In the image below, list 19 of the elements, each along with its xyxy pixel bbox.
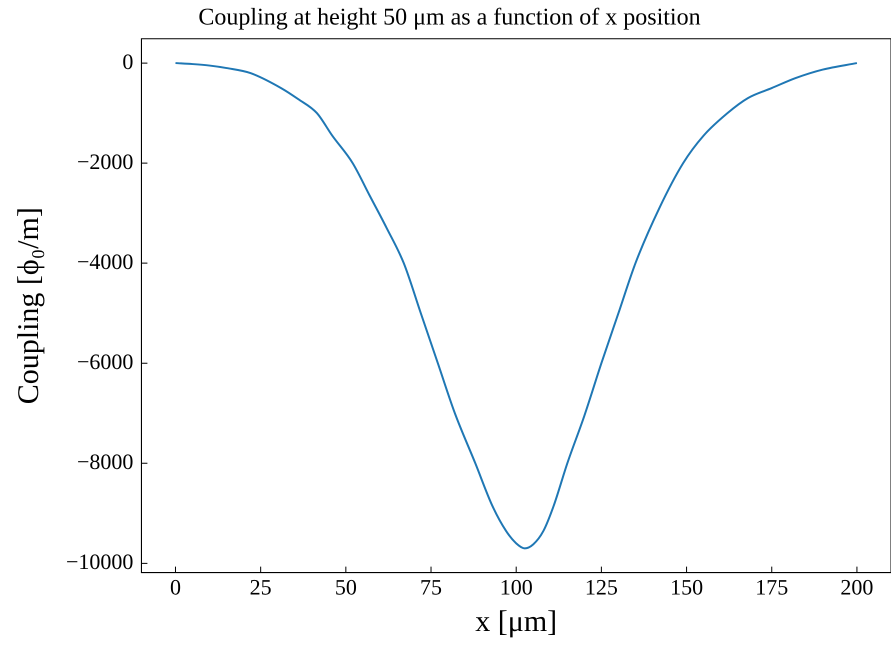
x-tick-label: 100: [500, 574, 533, 600]
x-tick-label: 50: [334, 574, 357, 600]
x-tick-label: 25: [250, 574, 272, 600]
x-tick-label: 200: [840, 574, 874, 600]
x-tick-label: 125: [584, 574, 618, 600]
x-axis-title: x [μm]: [475, 604, 558, 638]
y-tick-label: −2000: [76, 148, 134, 174]
y-tick-label: −4000: [76, 248, 134, 274]
x-tick-label: 75: [420, 574, 442, 600]
chart-title: Coupling at height 50 μm as a function of x position: [198, 4, 701, 31]
x-tick-label: 0: [170, 574, 181, 600]
y-tick-label: −10000: [66, 549, 134, 574]
x-tick-label: 150: [670, 574, 704, 600]
y-tick-label: −8000: [76, 449, 134, 474]
x-tick-label: 175: [755, 574, 788, 600]
y-tick-label: 0: [122, 48, 134, 74]
y-axis-title: Coupling [ϕ₀/m]: [12, 207, 45, 404]
line-series: [174, 62, 858, 550]
y-tick-label: −6000: [76, 349, 134, 374]
